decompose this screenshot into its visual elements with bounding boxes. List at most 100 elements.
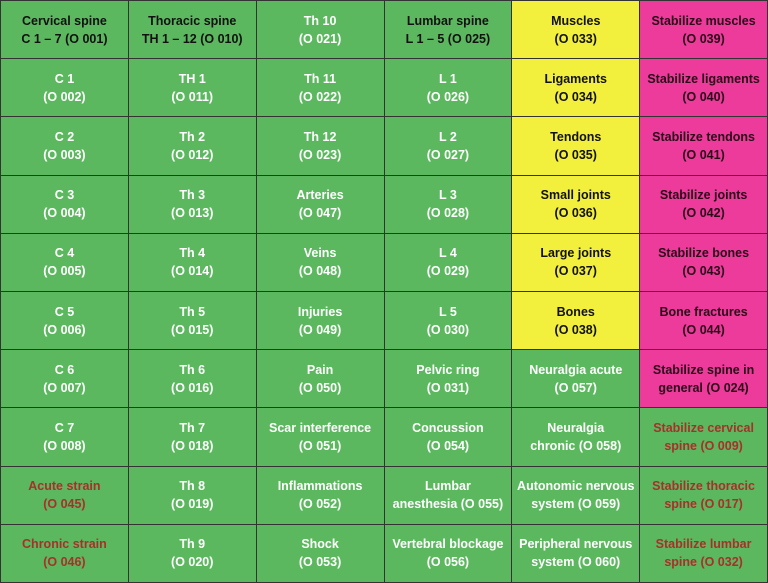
cell-text: Th 3 — [179, 188, 206, 203]
table-cell: L 2 (O 027) — [384, 117, 512, 175]
cell-text: L 1 — [438, 71, 457, 86]
table-cell: Thoracic spine TH 1 – 12 (O 010) — [128, 1, 256, 59]
cell-text: Th 12 — [303, 129, 337, 144]
table-cell: Arteries (O 047) — [256, 175, 384, 233]
table-cell: Stabilize joints (O 042) — [640, 175, 767, 233]
cell-text: Stabilize joints — [659, 188, 748, 203]
cell-text: Stabilize ligaments — [647, 71, 760, 86]
cell-text: (O 034) — [554, 89, 597, 104]
cell-text: Th 8 — [179, 479, 206, 494]
cell-text: Stabilize bones — [658, 246, 750, 261]
cell-text: (O 011) — [171, 89, 214, 104]
table-cell: Th 12 (O 023) — [256, 117, 384, 175]
cell-text: Peripheral nervous — [519, 537, 633, 552]
cell-text: (O 057) — [554, 380, 597, 395]
cell-text: spine (O 009) — [664, 438, 743, 453]
table-cell: Th 2 (O 012) — [128, 117, 256, 175]
table-cell: Stabilize spine in general (O 024) — [640, 350, 767, 408]
cell-text: (O 045) — [43, 497, 86, 512]
cell-text: (O 014) — [171, 264, 214, 279]
cell-text: Th 11 — [304, 71, 337, 86]
cell-text: C 3 — [54, 188, 75, 203]
table-cell: Neuralgia acute (O 057) — [512, 350, 640, 408]
table-cell: Th 8 (O 019) — [128, 466, 256, 524]
table-cell: Stabilize ligaments (O 040) — [640, 59, 767, 117]
table-cell: Vertebral blockage (O 056) — [384, 524, 512, 582]
table-cell: Cervical spine C 1 – 7 (O 001) — [1, 1, 128, 59]
cell-text: C 2 — [54, 129, 75, 144]
cell-text: (O 036) — [554, 206, 597, 221]
table-cell: Scar interference (O 051) — [256, 408, 384, 466]
table-cell: C 3 (O 004) — [1, 175, 128, 233]
cell-text: Injuries — [297, 304, 343, 319]
table-cell: Stabilize tendons (O 041) — [640, 117, 767, 175]
table-cell: Stabilize lumbar spine (O 032) — [640, 524, 767, 582]
table-cell: Veins (O 048) — [256, 233, 384, 291]
table-cell: Th 11 (O 022) — [256, 59, 384, 117]
cell-text: (O 054) — [426, 438, 470, 453]
cell-text: (O 042) — [682, 206, 725, 221]
table-cell: Stabilize cervical spine (O 009) — [640, 408, 767, 466]
cell-text: (O 051) — [298, 438, 342, 453]
cell-text: (O 002) — [43, 89, 86, 104]
table-cell: Bone fractures (O 044) — [640, 292, 767, 350]
cell-text: (O 015) — [171, 322, 214, 337]
cell-text: Th 2 — [179, 129, 206, 144]
cell-text: (O 052) — [298, 497, 342, 512]
cell-text: (O 021) — [298, 31, 342, 46]
cell-text: system (O 060) — [531, 555, 621, 570]
table-cell: Chronic strain (O 046) — [1, 524, 128, 582]
cell-text: Ligaments — [544, 71, 607, 86]
cell-text: Thoracic spine — [148, 13, 237, 28]
cell-text: (O 056) — [426, 555, 470, 570]
cell-text: Stabilize tendons — [652, 129, 755, 144]
table-cell: Ligaments (O 034) — [512, 59, 640, 117]
cell-text: (O 030) — [426, 322, 470, 337]
cell-text: Acute strain — [28, 479, 101, 494]
cell-text: Bone fractures — [659, 304, 748, 319]
table-cell: Stabilize bones (O 043) — [640, 233, 767, 291]
cell-text: (O 006) — [43, 322, 86, 337]
cell-text: Th 4 — [179, 246, 206, 261]
cell-text: Lumbar spine — [406, 13, 489, 28]
cell-text: Vertebral blockage — [392, 537, 504, 552]
cell-text: C 7 — [54, 420, 75, 435]
cell-text: Th 5 — [179, 304, 206, 319]
table-cell: L 5 (O 030) — [384, 292, 512, 350]
table-cell: Th 5 (O 015) — [128, 292, 256, 350]
cell-text: (O 019) — [171, 497, 214, 512]
table-cell: Muscles (O 033) — [512, 1, 640, 59]
cell-text: Tendons — [550, 129, 602, 144]
cell-text: (O 040) — [682, 89, 725, 104]
table-cell: Stabilize thoracic spine (O 017) — [640, 466, 767, 524]
cell-text: L 3 — [438, 188, 457, 203]
cell-text: spine (O 017) — [664, 497, 743, 512]
cell-text: TH 1 — [178, 71, 206, 86]
cell-text: (O 043) — [682, 264, 725, 279]
table-cell: Pain (O 050) — [256, 350, 384, 408]
table-cell: Lumbar spine L 1 – 5 (O 025) — [384, 1, 512, 59]
cell-text: (O 007) — [43, 380, 86, 395]
cell-text: (O 016) — [171, 380, 214, 395]
cell-text: C 5 — [54, 304, 75, 319]
cell-text: L 1 – 5 (O 025) — [405, 31, 491, 46]
cell-text: (O 020) — [171, 555, 214, 570]
table-cell: Shock (O 053) — [256, 524, 384, 582]
cell-text: Inflammations — [277, 479, 363, 494]
cell-text: (O 013) — [171, 206, 214, 221]
cell-text: Neuralgia acute — [529, 362, 623, 377]
table-cell: L 3 (O 028) — [384, 175, 512, 233]
cell-text: Stabilize muscles — [651, 13, 756, 28]
cell-text: Large joints — [540, 246, 612, 261]
table-cell: Th 7 (O 018) — [128, 408, 256, 466]
cell-text: (O 041) — [682, 147, 725, 162]
table-cell: C 6 (O 007) — [1, 350, 128, 408]
cell-text: L 4 — [438, 246, 457, 261]
cell-text: (O 047) — [298, 206, 342, 221]
table-cell: Stabilize muscles (O 039) — [640, 1, 767, 59]
cell-text: C 1 – 7 (O 001) — [21, 31, 108, 46]
table-cell: Injuries (O 049) — [256, 292, 384, 350]
cell-text: (O 033) — [554, 31, 597, 46]
table-cell: C 2 (O 003) — [1, 117, 128, 175]
cell-text: Shock — [301, 537, 339, 552]
